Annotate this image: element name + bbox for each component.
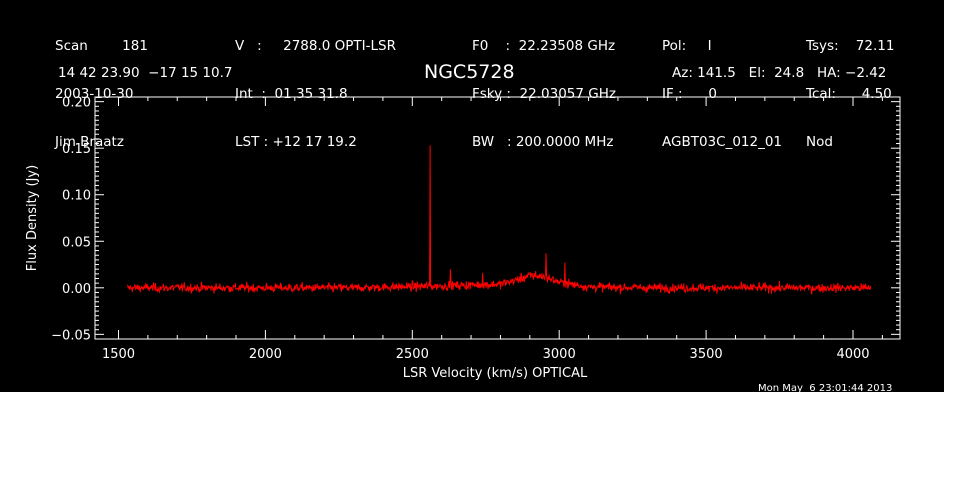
- header-pol-block: Pol: I IF : 0 AGBT03C_012_01: [662, 6, 782, 182]
- y-tick-label: 0.00: [62, 282, 91, 297]
- header-velocity: V : 2788.0 OPTI-LSR: [235, 38, 396, 54]
- spectrum-series-line: [126, 145, 872, 295]
- header-lst: LST : +12 17 19.2: [235, 134, 357, 150]
- header-tsys: Tsys: 72.11: [806, 38, 895, 54]
- header-tsys-block: Tsys: 72.11 Tcal: 4.50 Nod: [806, 6, 894, 182]
- header-scan: Scan 181: [55, 38, 148, 54]
- x-tick-label: 2500: [396, 347, 429, 362]
- plot-canvas: Scan 181 2003-10-30 Jim Braatz V : 2788.…: [0, 0, 944, 394]
- plot-frame: [94, 96, 901, 340]
- x-tick-label: 2000: [249, 347, 282, 362]
- header-coordinates: 14 42 23.90 −17 15 10.7: [58, 65, 233, 81]
- header-fsky: Fsky : 22.03057 GHz: [472, 86, 616, 102]
- header-azel: Az: 141.5 El: 24.8 HA: −2.42: [672, 65, 887, 81]
- x-tick-label: 3000: [543, 347, 576, 362]
- header-f0: F0 : 22.23508 GHz: [472, 38, 616, 54]
- header-frequency-block: F0 : 22.23508 GHz Fsky : 22.03057 GHz BW…: [472, 6, 616, 182]
- y-tick-label: 0.05: [62, 235, 91, 250]
- header-pol: Pol: I: [662, 38, 712, 54]
- source-name: NGC5728: [424, 61, 515, 83]
- header-project: AGBT03C_012_01: [662, 134, 783, 150]
- spectrum-layer: [126, 145, 872, 295]
- y-tick-label: −0.05: [51, 328, 91, 343]
- header-bw: BW : 200.0000 MHz: [472, 134, 614, 150]
- y-tick-label: 0.15: [62, 142, 91, 157]
- y-tick-label: 0.10: [62, 189, 91, 204]
- header-integration: Int : 01 35 31.8: [235, 86, 348, 102]
- x-axis-label: LSR Velocity (km/s) OPTICAL: [403, 366, 588, 381]
- header-scan-block: Scan 181 2003-10-30 Jim Braatz: [55, 6, 148, 182]
- spectrum-chart: 1500 2000 2500 3000 3500 4000 −0.05 0.00 0.05 0.1…: [25, 96, 901, 381]
- timestamp: Mon May 6 23:01:44 2013: [758, 383, 893, 394]
- axes-layer: 1500 2000 2500 3000 3500 4000 −0.05 0.00 0.05 0.1…: [51, 96, 901, 362]
- header-date: 2003-10-30: [55, 86, 134, 102]
- header-tcal: Tcal: 4.50: [806, 86, 892, 102]
- x-tick-label: 3500: [690, 347, 723, 362]
- y-axis-label: Flux Density (Jy): [25, 165, 40, 271]
- x-tick-label: 1500: [102, 347, 135, 362]
- header-velocity-block: V : 2788.0 OPTI-LSR Int : 01 35 31.8 LST…: [235, 6, 396, 182]
- x-tick-label: 4000: [836, 347, 869, 362]
- header-if: IF : 0: [662, 86, 717, 102]
- header-mode: Nod: [806, 134, 833, 150]
- header-observer: Jim Braatz: [55, 134, 124, 150]
- y-tick-label: 0.20: [62, 96, 91, 111]
